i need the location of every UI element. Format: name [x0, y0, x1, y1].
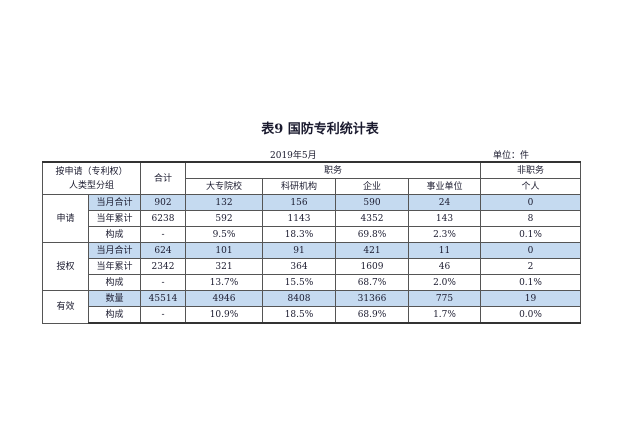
cell: 11	[408, 242, 481, 259]
row-label: 构成	[88, 306, 141, 324]
cell: 31366	[335, 290, 409, 307]
cell: 18.5%	[262, 306, 336, 324]
group-header: 按申请（专利权） 人类型分组	[42, 161, 141, 195]
cell: 45514	[140, 290, 186, 307]
cell: 46	[408, 258, 481, 275]
cell: 902	[140, 194, 186, 211]
row-label: 当月合计	[88, 194, 141, 211]
cell: -	[140, 274, 186, 291]
cell: 68.9%	[335, 306, 409, 324]
row-label: 构成	[88, 226, 141, 243]
cell: 13.7%	[185, 274, 263, 291]
service-header: 职务	[185, 161, 481, 179]
group-label: 授权	[42, 242, 89, 291]
data-row: 构成 -13.7% 15.5% 68.7% 2.0% 0.1%	[43, 274, 581, 291]
header-row: 按申请（专利权） 人类型分组 合计 职务 非职务	[42, 161, 581, 195]
cell: 6238	[140, 210, 186, 227]
cell: 1609	[335, 258, 409, 275]
total-header: 合计	[140, 161, 186, 195]
cell: 101	[185, 242, 263, 259]
cell: 68.7%	[335, 274, 409, 291]
cell: 156	[262, 194, 336, 211]
row-label: 当月合计	[88, 242, 141, 259]
cell: 0	[480, 194, 581, 211]
cell: 1143	[262, 210, 336, 227]
cell: 1.7%	[408, 306, 481, 324]
cell: 8	[480, 210, 581, 227]
row-label: 当年累计	[88, 258, 141, 275]
cell: 18.3%	[262, 226, 336, 243]
cell: 624	[140, 242, 186, 259]
cell: 2.0%	[408, 274, 481, 291]
row-label: 构成	[88, 274, 141, 291]
group-header-line: 按申请（专利权）	[55, 166, 128, 177]
header-row: 大专院校 科研机构 企业 事业单位 个人	[43, 178, 581, 195]
column-header: 企业	[335, 178, 409, 195]
cell: 15.5%	[262, 274, 336, 291]
data-row: 构成 -10.9% 18.5% 68.9% 1.7% 0.0%	[43, 306, 581, 324]
cell: 4352	[335, 210, 409, 227]
cell: 8408	[262, 290, 336, 307]
data-row: 授权 当月合计 624 101 91 421 11 0	[42, 242, 581, 291]
table-title: 表9 国防专利统计表	[261, 122, 379, 137]
cell: 2	[480, 258, 581, 275]
cell: 0.0%	[480, 306, 581, 324]
cell: 0.1%	[480, 274, 581, 291]
cell: 9.5%	[185, 226, 263, 243]
cell: 321	[185, 258, 263, 275]
cell: 132	[185, 194, 263, 211]
cell: 592	[185, 210, 263, 227]
table-date: 2019年5月	[270, 151, 317, 161]
data-row: 当年累计 2342 321 364 1609 46 2	[43, 258, 581, 275]
data-row: 构成 -9.5% 18.3% 69.8% 2.3% 0.1%	[43, 226, 581, 243]
cell: 0.1%	[480, 226, 581, 243]
stats-table: 按申请（专利权） 人类型分组 合计 职务 非职务 大专院校 科研机构 企业 事业单位 个人 申请 当月…	[42, 161, 581, 324]
column-header: 科研机构	[262, 178, 336, 195]
cell: 0	[480, 242, 581, 259]
cell: 24	[408, 194, 481, 211]
nonservice-header: 非职务	[480, 161, 581, 179]
table-unit: 单位：件	[493, 151, 530, 161]
cell: -	[140, 226, 186, 243]
group-label: 有效	[42, 290, 89, 324]
column-header: 大专院校	[185, 178, 263, 195]
cell: 143	[408, 210, 481, 227]
row-label: 数量	[88, 290, 141, 307]
group-label: 申请	[42, 194, 89, 243]
cell: -	[140, 306, 186, 324]
column-header: 事业单位	[408, 178, 481, 195]
data-row: 申请 当月合计 902 132 156 590 24 0	[42, 194, 581, 243]
cell: 2342	[140, 258, 186, 275]
data-row: 当年累计 6238 592 1143 4352 143 8	[43, 210, 581, 227]
row-label: 当年累计	[88, 210, 141, 227]
cell: 364	[262, 258, 336, 275]
data-row: 有效 数量 45514 4946 8408 31366 775 19	[42, 290, 581, 324]
cell: 69.8%	[335, 226, 409, 243]
cell: 4946	[185, 290, 263, 307]
cell: 421	[335, 242, 409, 259]
cell: 19	[480, 290, 581, 307]
column-header: 个人	[480, 178, 581, 195]
cell: 2.3%	[408, 226, 481, 243]
cell: 590	[335, 194, 409, 211]
group-header-line: 人类型分组	[68, 180, 114, 191]
cell: 91	[262, 242, 336, 259]
cell: 10.9%	[185, 306, 263, 324]
cell: 775	[408, 290, 481, 307]
